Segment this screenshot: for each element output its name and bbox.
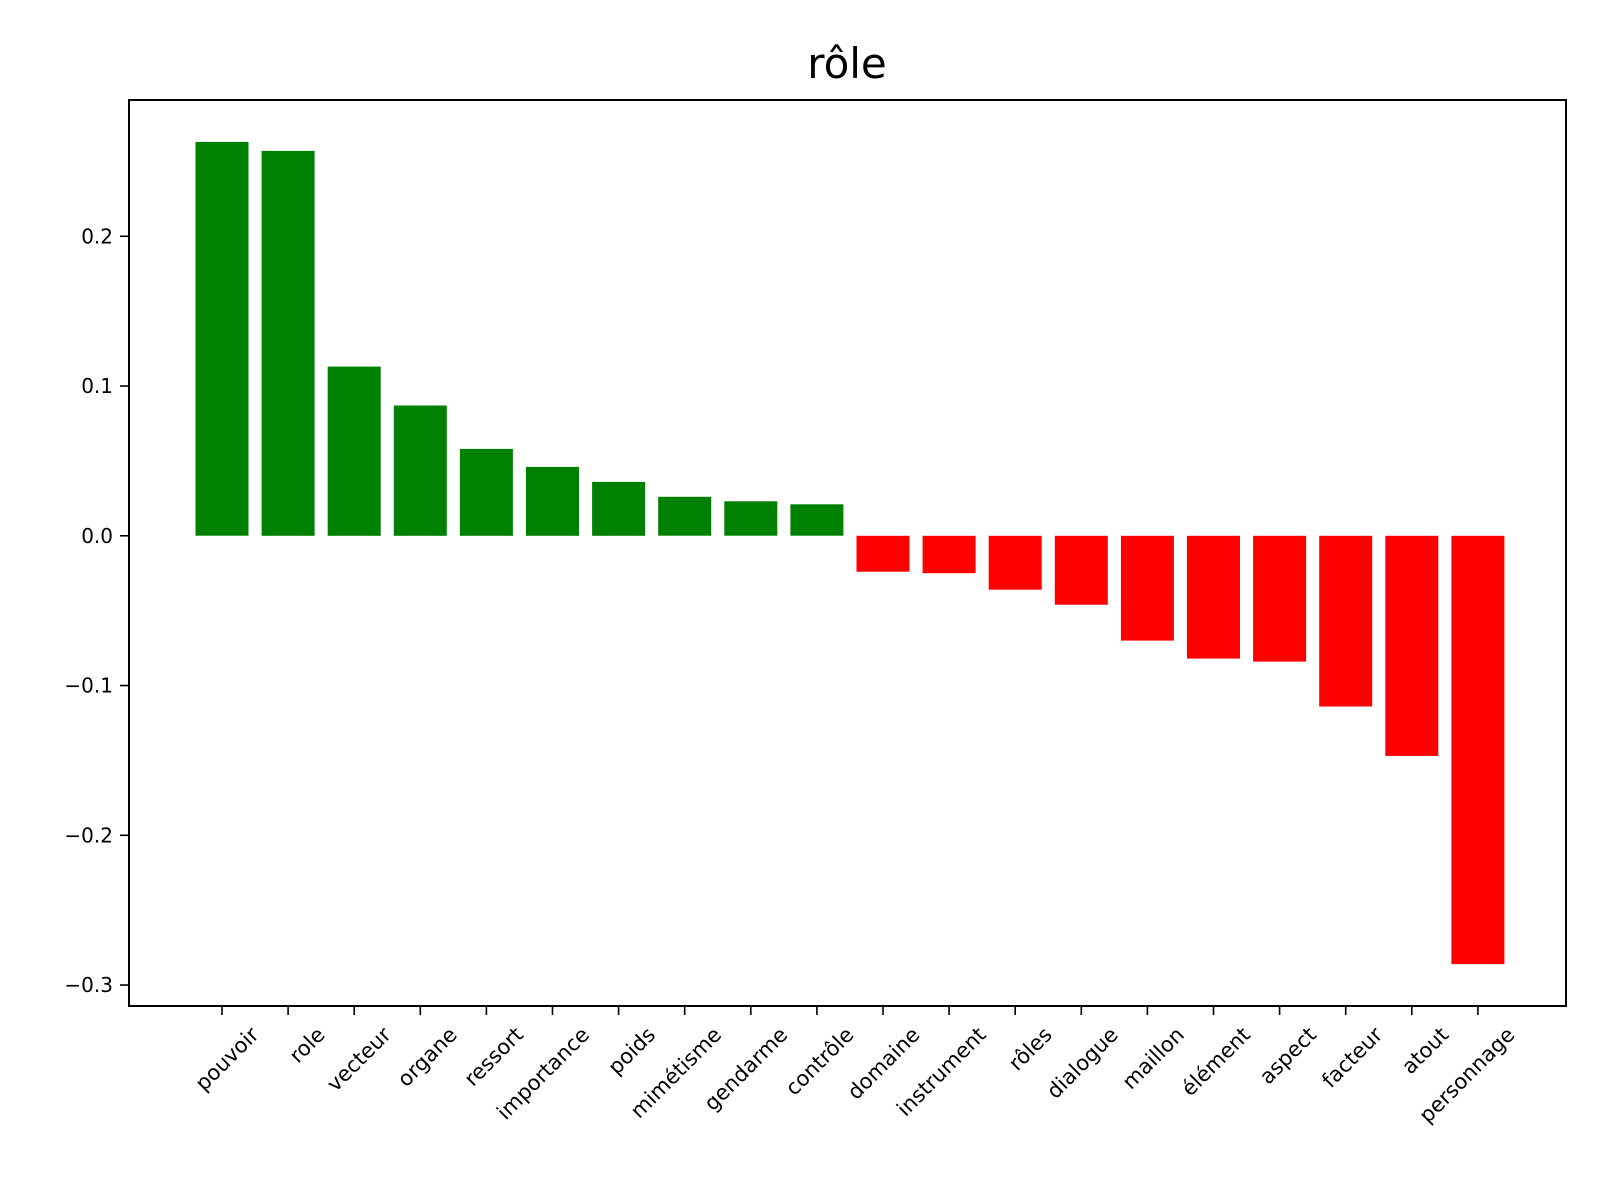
bar-personnage <box>1451 535 1505 965</box>
bar-organe <box>393 405 447 536</box>
bar-importance <box>526 466 579 536</box>
x-tick-label: role <box>285 1023 330 1068</box>
bar-pouvoir <box>195 141 249 536</box>
bar-role <box>261 150 315 536</box>
x-tick-label: dialogue <box>1042 1023 1123 1104</box>
y-tick-label: −0.2 <box>64 823 113 847</box>
x-tick-label: pouvoir <box>191 1022 264 1095</box>
x-tick-label: aspect <box>1255 1023 1321 1089</box>
x-axis: pouvoir rolevecteurorganeressortimportanc… <box>191 1006 1519 1128</box>
bar-vecteur <box>327 366 381 536</box>
x-tick-label: vecteur <box>322 1022 396 1096</box>
x-tick-label: élément <box>1177 1023 1255 1101</box>
bar-maillon <box>1120 535 1174 641</box>
chart-title: rôle <box>807 39 887 88</box>
bar-mimétisme <box>658 496 712 536</box>
bar-ressort <box>459 448 513 536</box>
bar-poids <box>592 481 646 536</box>
bar-domaine <box>856 535 910 572</box>
x-tick-label: rôles <box>1004 1023 1057 1076</box>
bar-facteur <box>1319 535 1373 707</box>
x-tick-label: poids <box>603 1023 660 1080</box>
bar-rôles <box>988 535 1042 590</box>
bar-atout <box>1385 535 1439 756</box>
plot-frame <box>128 99 1567 1007</box>
bar-dialogue <box>1054 535 1108 605</box>
bar-gendarme <box>724 501 778 536</box>
y-tick-label: −0.1 <box>64 674 113 698</box>
x-tick-label: facteur <box>1317 1022 1387 1092</box>
y-tick-label: 0.0 <box>81 524 113 548</box>
y-tick-label: −0.3 <box>64 973 113 997</box>
bar-contrôle <box>790 504 844 536</box>
bars-group <box>195 141 1505 965</box>
x-tick-label: atout <box>1397 1023 1453 1079</box>
bar-aspect <box>1253 535 1307 662</box>
bar-instrument <box>922 535 976 574</box>
bar-élément <box>1187 535 1240 659</box>
y-tick-label: 0.2 <box>81 224 113 248</box>
x-tick-label: organe <box>393 1023 462 1092</box>
y-axis: 0.2 0.1 0.0 −0.1 −0.2 −0.3 <box>64 224 129 997</box>
y-tick-label: 0.1 <box>81 374 113 398</box>
